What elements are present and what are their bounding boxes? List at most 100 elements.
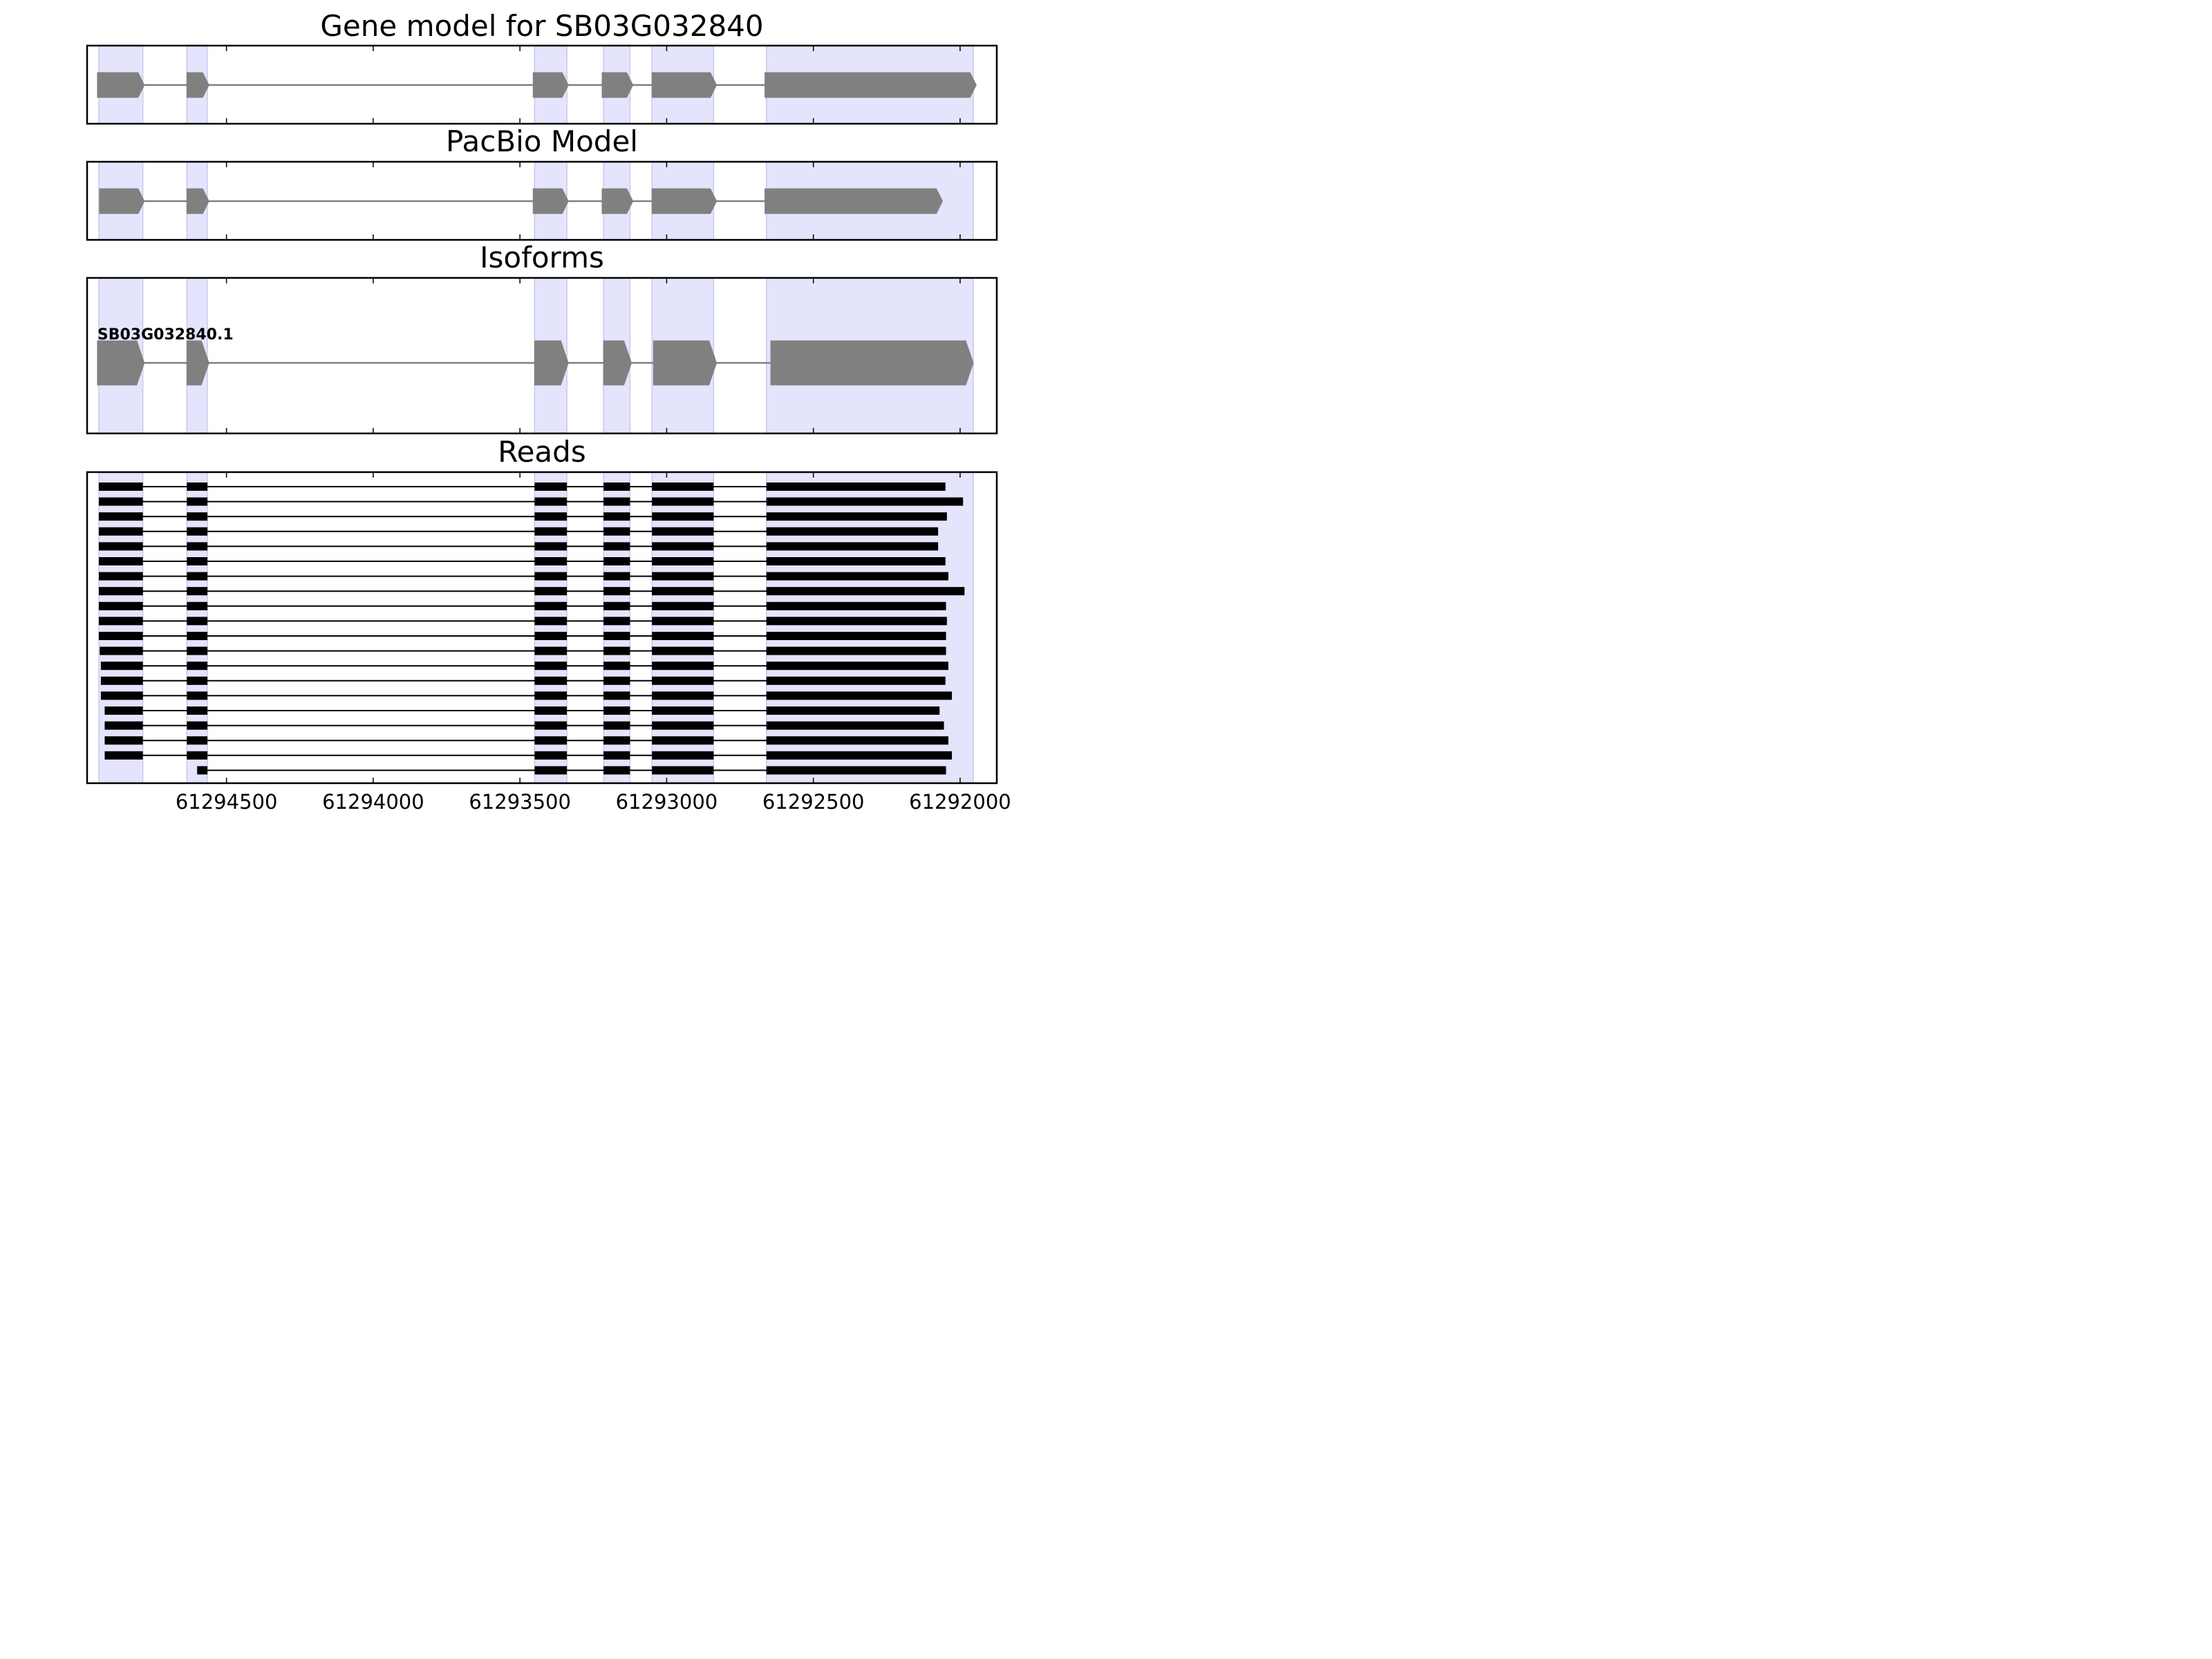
exon-block bbox=[653, 340, 718, 386]
read-exon-block bbox=[603, 691, 630, 700]
x-tick-label: 61292000 bbox=[909, 790, 1011, 813]
read-exon-block bbox=[766, 601, 946, 610]
read-exon-block bbox=[534, 617, 568, 626]
panel-3: Reads 61294500 61294000 61293500 61293000 612… bbox=[86, 435, 1011, 813]
read-exon-block bbox=[98, 632, 143, 640]
exon-block bbox=[765, 72, 977, 98]
panel-title: PacBio Model bbox=[446, 124, 638, 158]
read-exon-block bbox=[766, 542, 939, 551]
read-exon-block bbox=[652, 512, 714, 521]
read-19 bbox=[104, 751, 953, 760]
read-exon-block bbox=[766, 691, 953, 700]
read-exon-block bbox=[652, 751, 714, 760]
x-tick-label: 61292500 bbox=[762, 790, 865, 813]
read-exon-block bbox=[100, 691, 143, 700]
read-exon-block bbox=[187, 557, 208, 565]
read-exon-block bbox=[534, 542, 568, 551]
exon-block bbox=[770, 340, 974, 386]
read-exon-block bbox=[603, 706, 630, 715]
read-exon-block bbox=[603, 497, 630, 506]
read-exon-block bbox=[187, 512, 208, 521]
x-tick-label: 61294000 bbox=[322, 790, 424, 813]
read-exon-block bbox=[98, 512, 143, 521]
read-exon-block bbox=[603, 617, 630, 626]
read-exon-block bbox=[104, 721, 143, 730]
exon-block bbox=[601, 72, 634, 98]
read-exon-block bbox=[187, 632, 208, 640]
read-exon-block bbox=[652, 527, 714, 536]
read-exon-block bbox=[187, 542, 208, 551]
read-exon-block bbox=[98, 497, 143, 506]
panel-title: Reads bbox=[498, 435, 585, 469]
read-exon-block bbox=[187, 527, 208, 536]
axes-frame bbox=[86, 471, 998, 785]
read-exon-block bbox=[652, 736, 714, 745]
read-exon-block bbox=[104, 706, 143, 715]
exon-block bbox=[603, 340, 632, 386]
read-exon-block bbox=[534, 527, 568, 536]
read-exon-block bbox=[603, 676, 630, 685]
read-18 bbox=[104, 736, 948, 745]
read-14 bbox=[100, 676, 946, 685]
read-exon-block bbox=[187, 706, 208, 715]
read-1 bbox=[98, 482, 946, 491]
read-exon-block bbox=[98, 527, 143, 536]
read-exon-block bbox=[603, 662, 630, 671]
read-exon-block bbox=[603, 766, 630, 775]
read-exon-block bbox=[187, 721, 208, 730]
read-exon-block bbox=[603, 751, 630, 760]
read-exon-block bbox=[534, 587, 568, 596]
read-exon-block bbox=[652, 706, 714, 715]
read-exon-block bbox=[187, 572, 208, 581]
exon-block bbox=[97, 72, 145, 98]
read-exon-block bbox=[766, 617, 947, 626]
read-6 bbox=[98, 557, 946, 565]
read-exon-block bbox=[766, 721, 944, 730]
read-exon-block bbox=[766, 706, 940, 715]
read-exon-block bbox=[98, 601, 143, 610]
read-exon-block bbox=[652, 617, 714, 626]
exon-block bbox=[651, 188, 718, 214]
read-exon-block bbox=[652, 646, 714, 655]
exon-block bbox=[534, 340, 569, 386]
read-exon-block bbox=[603, 736, 630, 745]
read-exon-block bbox=[100, 646, 143, 655]
read-exon-block bbox=[603, 542, 630, 551]
exon-block bbox=[651, 72, 718, 98]
isoform-label: SB03G032840.1 bbox=[97, 326, 234, 344]
read-exon-block bbox=[187, 482, 208, 491]
exon-block bbox=[601, 188, 634, 214]
read-exon-block bbox=[603, 572, 630, 581]
read-16 bbox=[104, 706, 940, 715]
exon-block bbox=[99, 188, 145, 214]
x-tick-label: 61293500 bbox=[469, 790, 571, 813]
read-exon-block bbox=[98, 617, 143, 626]
read-exon-block bbox=[766, 766, 946, 775]
read-exon-block bbox=[652, 691, 714, 700]
read-exon-block bbox=[534, 691, 568, 700]
read-exon-block bbox=[652, 482, 714, 491]
axes-frame bbox=[86, 160, 998, 241]
read-exon-block bbox=[766, 632, 946, 640]
read-9 bbox=[98, 601, 946, 610]
exon-block bbox=[532, 72, 569, 98]
read-exon-block bbox=[652, 601, 714, 610]
read-exon-block bbox=[534, 497, 568, 506]
read-exon-block bbox=[534, 736, 568, 745]
read-exon-block bbox=[187, 691, 208, 700]
read-exon-block bbox=[187, 601, 208, 610]
read-exon-block bbox=[98, 482, 143, 491]
read-exon-block bbox=[187, 646, 208, 655]
read-exon-block bbox=[197, 766, 208, 775]
read-15 bbox=[100, 691, 953, 700]
read-exon-block bbox=[187, 751, 208, 760]
read-5 bbox=[98, 542, 939, 551]
read-exon-block bbox=[534, 632, 568, 640]
read-exon-block bbox=[98, 587, 143, 596]
read-17 bbox=[104, 721, 944, 730]
x-tick-label: 61293000 bbox=[616, 790, 718, 813]
read-10 bbox=[98, 617, 947, 626]
read-exon-block bbox=[534, 751, 568, 760]
read-exon-block bbox=[187, 587, 208, 596]
exon-shade bbox=[603, 471, 631, 784]
